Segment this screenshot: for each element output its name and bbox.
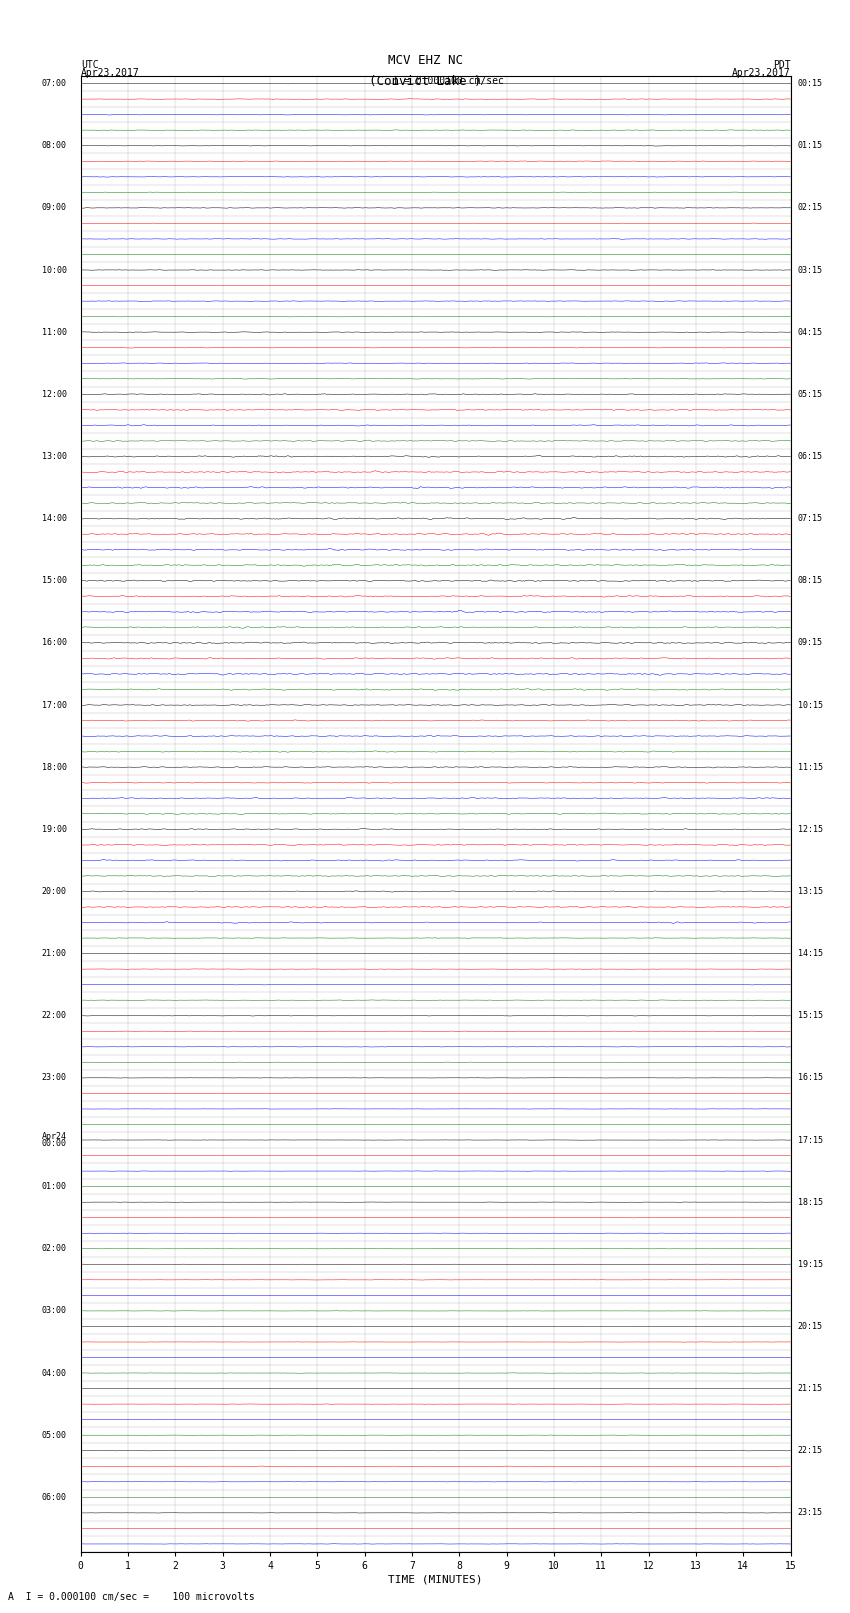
Text: 02:15: 02:15 [797,203,823,213]
Text: 04:00: 04:00 [42,1368,66,1378]
Text: 08:15: 08:15 [797,576,823,586]
Text: Apr23,2017: Apr23,2017 [732,68,791,79]
Text: 19:00: 19:00 [42,824,66,834]
Text: 14:00: 14:00 [42,515,66,523]
Text: 01:15: 01:15 [797,142,823,150]
Text: (Convict Lake ): (Convict Lake ) [369,76,481,89]
Text: 19:15: 19:15 [797,1260,823,1269]
Text: MCV EHZ NC: MCV EHZ NC [388,53,462,66]
Text: 10:00: 10:00 [42,266,66,274]
Text: 23:00: 23:00 [42,1073,66,1082]
X-axis label: TIME (MINUTES): TIME (MINUTES) [388,1574,483,1586]
Text: 11:15: 11:15 [797,763,823,771]
Text: 11:00: 11:00 [42,327,66,337]
Text: 09:00: 09:00 [42,203,66,213]
Text: 21:15: 21:15 [797,1384,823,1394]
Text: 05:15: 05:15 [797,390,823,398]
Text: 07:15: 07:15 [797,515,823,523]
Text: 12:00: 12:00 [42,390,66,398]
Text: 04:15: 04:15 [797,327,823,337]
Text: 00:00: 00:00 [42,1139,66,1148]
Text: 00:15: 00:15 [797,79,823,89]
Text: 23:15: 23:15 [797,1508,823,1518]
Text: 13:00: 13:00 [42,452,66,461]
Text: 15:00: 15:00 [42,576,66,586]
Text: Apr24: Apr24 [42,1132,66,1140]
Text: UTC: UTC [81,60,99,71]
Text: 22:15: 22:15 [797,1447,823,1455]
Text: 06:15: 06:15 [797,452,823,461]
Text: PDT: PDT [773,60,790,71]
Text: 09:15: 09:15 [797,639,823,647]
Text: I: I [392,74,399,89]
Text: 16:15: 16:15 [797,1073,823,1082]
Text: 20:00: 20:00 [42,887,66,895]
Text: 15:15: 15:15 [797,1011,823,1021]
Text: 03:15: 03:15 [797,266,823,274]
Text: 01:00: 01:00 [42,1182,66,1190]
Text: 13:15: 13:15 [797,887,823,895]
Text: 20:15: 20:15 [797,1323,823,1331]
Text: 22:00: 22:00 [42,1011,66,1021]
Text: 08:00: 08:00 [42,142,66,150]
Text: 16:00: 16:00 [42,639,66,647]
Text: 10:15: 10:15 [797,700,823,710]
Text: Apr23,2017: Apr23,2017 [81,68,139,79]
Text: 06:00: 06:00 [42,1492,66,1502]
Text: 17:00: 17:00 [42,700,66,710]
Text: 03:00: 03:00 [42,1307,66,1316]
Text: = 0.000100 cm/sec: = 0.000100 cm/sec [404,76,503,87]
Text: 12:15: 12:15 [797,824,823,834]
Text: A  I = 0.000100 cm/sec =    100 microvolts: A I = 0.000100 cm/sec = 100 microvolts [8,1592,255,1602]
Text: 18:00: 18:00 [42,763,66,771]
Text: 17:15: 17:15 [797,1136,823,1145]
Text: 05:00: 05:00 [42,1431,66,1440]
Text: 18:15: 18:15 [797,1197,823,1207]
Text: 21:00: 21:00 [42,948,66,958]
Text: 07:00: 07:00 [42,79,66,89]
Text: 02:00: 02:00 [42,1244,66,1253]
Text: 14:15: 14:15 [797,948,823,958]
